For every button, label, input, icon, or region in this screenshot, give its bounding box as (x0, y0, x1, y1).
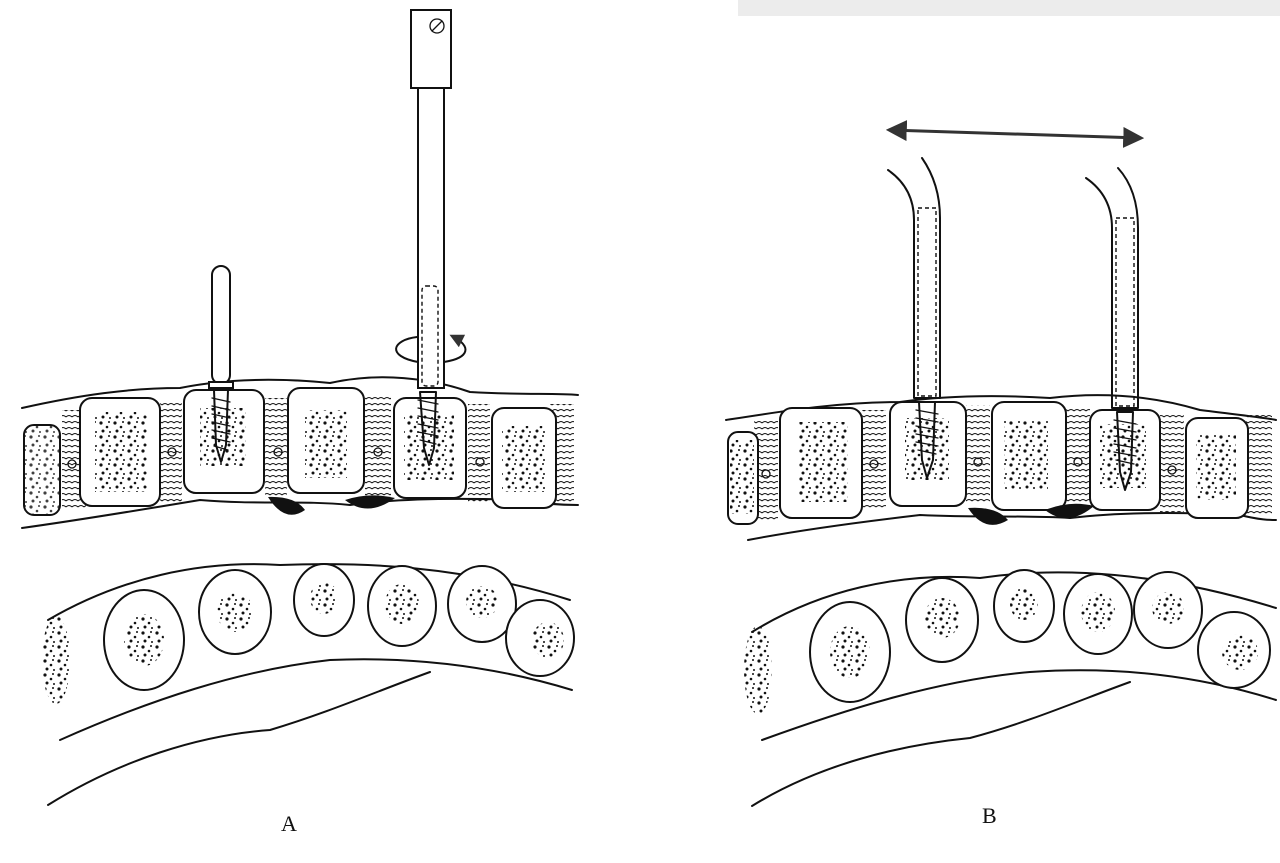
double-headed-arrow-icon (885, 120, 1145, 148)
screwdriver-instrument (410, 9, 452, 466)
panel-label-b: B (982, 803, 997, 828)
spine-upper-contour (21, 376, 579, 409)
herniation-mark (968, 507, 1008, 525)
bent-fixation-pin-right (1085, 167, 1139, 491)
herniation-mark (268, 496, 305, 515)
panel-b-illustration (725, 120, 1277, 807)
fixation-pin-short (208, 265, 234, 463)
spine-upper-contour (725, 394, 1277, 421)
herniation-mark (1045, 503, 1094, 519)
rotation-arrow-icon (395, 336, 467, 363)
herniation-mark (345, 495, 395, 509)
panel-a-illustration (21, 9, 579, 806)
lower-vertebral-column (744, 569, 1277, 807)
panel-label-a: A (281, 811, 297, 836)
scan-shadow (738, 0, 1280, 16)
lower-vertebral-column (42, 563, 575, 806)
vertebral-bodies (23, 387, 557, 516)
bent-fixation-pin-left (887, 157, 941, 479)
vertebral-bodies (727, 401, 1249, 525)
